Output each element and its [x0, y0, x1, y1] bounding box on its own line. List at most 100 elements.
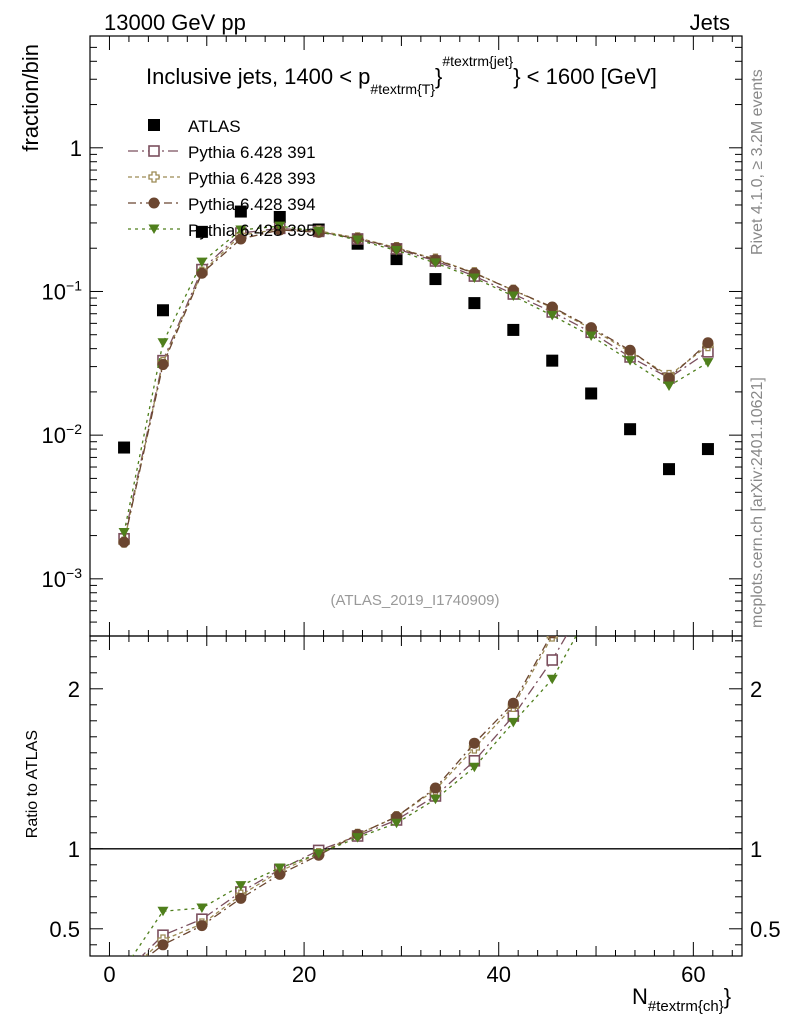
- data-point: [157, 338, 169, 348]
- data-point: [156, 304, 169, 317]
- main-y-tick-label-base: 10: [42, 567, 66, 592]
- ratio-point: [625, 460, 635, 470]
- ratio-point: [664, 315, 675, 326]
- ratio-point: [157, 906, 169, 917]
- ratio-point: [702, 139, 713, 150]
- ratio-y-tick-label-right: 0.5: [750, 917, 781, 942]
- ratio-series-3: [119, 396, 675, 974]
- side-label-rivet: Rivet 4.1.0, ≥ 3.2M events: [749, 69, 766, 255]
- main-series-4: [118, 221, 714, 538]
- legend-entry: Pythia 6.428 393: [128, 169, 316, 188]
- main-title-text: Inclusive jets, 1400 < p: [146, 64, 370, 89]
- ratio-point: [703, 172, 713, 182]
- ratio-point: [157, 939, 169, 951]
- series-line: [123, 229, 709, 543]
- main-series-3: [118, 224, 714, 548]
- series-line: [123, 228, 709, 543]
- ratio-line: [140, 636, 567, 956]
- ratio-y-tick-label: 2: [68, 677, 80, 702]
- main-series-1: [118, 222, 714, 545]
- data-point: [701, 443, 714, 456]
- x-axis-label-sub: #textrm{ch}: [648, 998, 724, 1015]
- ratio-line: [131, 636, 577, 956]
- data-point: [585, 387, 598, 400]
- data-point: [585, 322, 597, 334]
- ratio-point: [235, 881, 247, 891]
- legend-label: ATLAS: [188, 117, 241, 136]
- ratio-point: [119, 969, 129, 979]
- ratio-point: [625, 524, 636, 534]
- ratio-series: [119, 139, 713, 981]
- side-label-mcplots: mcplots.cern.ch [arXiv:2401.10621]: [749, 377, 766, 628]
- data-point: [234, 205, 247, 218]
- data-point: [195, 225, 208, 238]
- ratio-point: [119, 970, 130, 981]
- ratio-y-axis-label: Ratio to ATLAS: [24, 730, 41, 838]
- main-title-tail: } < 1600 [GeV]: [513, 64, 657, 89]
- ratio-point: [468, 737, 480, 749]
- ratio-point: [547, 636, 557, 639]
- main-y-tick-label-exp: −3: [66, 565, 82, 581]
- legend-entry: Pythia 6.428 394: [128, 195, 316, 214]
- ratio-point: [119, 964, 130, 974]
- data-point: [507, 323, 520, 336]
- ratio-point: [196, 920, 208, 932]
- ratio-point: [119, 970, 129, 980]
- data-point: [663, 381, 675, 391]
- data-point: [196, 257, 208, 268]
- data-point: [624, 356, 636, 366]
- main-y-tick-label-exp: −2: [66, 421, 82, 437]
- data-point: [624, 423, 637, 436]
- ratio-point: [313, 849, 325, 859]
- ratio-point: [586, 556, 596, 566]
- data-point: [118, 536, 130, 548]
- ratio-point: [586, 547, 597, 558]
- ratio-series-2: [119, 139, 713, 981]
- data-point: [390, 253, 403, 266]
- legend-label: Pythia 6.428 393: [188, 169, 316, 188]
- data-point: [546, 301, 558, 313]
- data-point: [507, 291, 519, 302]
- ratio-line: [147, 636, 552, 956]
- data-point: [352, 235, 364, 246]
- data-point: [585, 331, 597, 341]
- ratio-point: [625, 492, 635, 502]
- x-tick-label: 20: [292, 962, 316, 987]
- data-point: [702, 337, 714, 349]
- header-jets-label: Jets: [690, 10, 730, 35]
- ratio-point: [664, 332, 674, 342]
- legend-entry: ATLAS: [148, 117, 241, 136]
- data-point: [546, 354, 559, 367]
- x-tick-label: 60: [681, 962, 705, 987]
- ratio-point: [625, 443, 636, 454]
- ratio-point: [274, 868, 286, 880]
- data-point: [702, 358, 714, 368]
- ratio-point: [546, 654, 559, 666]
- legend-label: Pythia 6.428 395: [188, 221, 316, 240]
- ratio-y-tick-label-right: 1: [750, 837, 762, 862]
- legend-marker: [148, 197, 160, 209]
- data-point: [196, 267, 208, 279]
- legend-marker: [148, 145, 160, 157]
- data-point: [273, 210, 286, 223]
- ratio-point: [196, 903, 208, 913]
- ratio-point: [507, 717, 519, 728]
- header-energy-label: 13000 GeV pp: [104, 10, 246, 35]
- data-point: [624, 344, 636, 356]
- x-axis-label: N#textrm{ch}}: [632, 984, 731, 1015]
- ratio-point: [391, 818, 403, 829]
- main-series-0: [118, 205, 714, 476]
- data-point: [118, 528, 130, 538]
- data-point: [429, 273, 442, 286]
- ratio-point: [664, 396, 675, 406]
- data-point: [429, 258, 441, 268]
- main-title-subscript: #textrm{T}: [370, 81, 435, 97]
- ratio-y-tick-label-right: 2: [750, 677, 762, 702]
- ratio-point: [429, 782, 441, 794]
- ratio-point: [546, 674, 558, 685]
- ratio-axes: 0.5 0.51 12 20 20 40 60: [49, 636, 781, 987]
- ratio-y-tick-label: 1: [68, 837, 80, 862]
- legend-entry: Pythia 6.428 391: [128, 143, 316, 162]
- x-tick-label: 0: [103, 962, 115, 987]
